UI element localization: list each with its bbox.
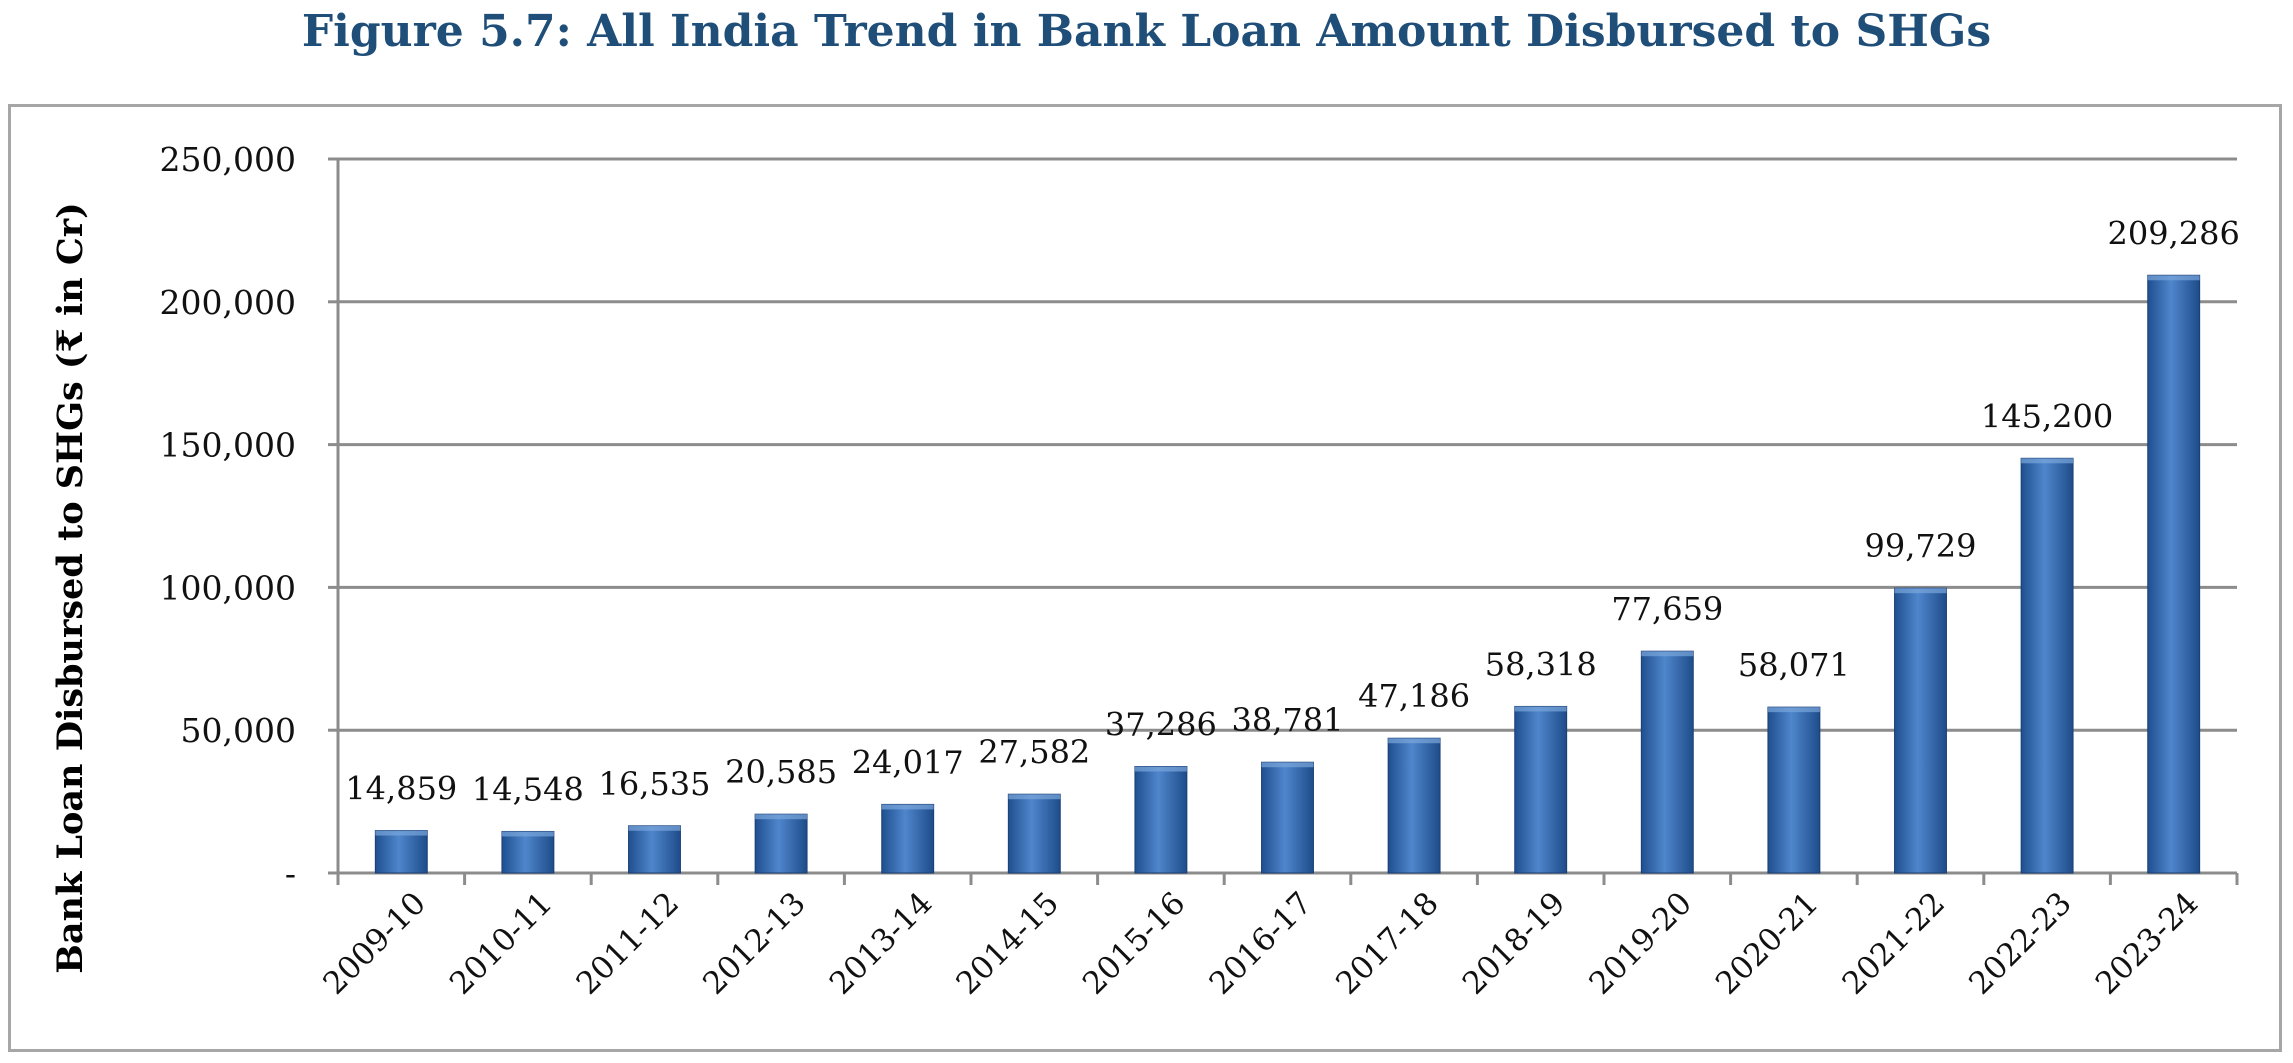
x-tick-label: 2022-23 <box>1962 885 2079 1002</box>
data-label: 58,071 <box>1738 646 1850 684</box>
bar <box>881 803 935 874</box>
y-tick-label: 100,000 <box>160 568 296 607</box>
data-label: 99,729 <box>1865 527 1977 565</box>
bar-highlight <box>1514 706 1567 712</box>
data-label: 24,017 <box>852 743 964 781</box>
x-tick-label: 2016-17 <box>1203 885 1320 1002</box>
x-tick-label: 2012-13 <box>696 885 813 1002</box>
data-label: 145,200 <box>1981 397 2113 435</box>
data-label: 37,286 <box>1105 706 1217 744</box>
data-label: 27,582 <box>978 733 1090 771</box>
bar-highlight <box>628 825 681 831</box>
x-tick-label: 2018-19 <box>1456 885 1573 1002</box>
bar-highlight <box>1894 588 1947 594</box>
bar-highlight <box>1134 766 1187 772</box>
data-label: 77,659 <box>1611 590 1723 628</box>
bar <box>1387 737 1441 874</box>
x-tick-label: 2019-20 <box>1582 885 1699 1002</box>
data-labels: 14,859 14,548 16,535 20,585 24,017 27,582 37,2… <box>345 214 2240 808</box>
data-label: 16,535 <box>599 765 711 803</box>
x-tick-label: 2023-24 <box>2089 885 2206 1002</box>
bar-highlight <box>755 814 808 820</box>
y-tick-label: 150,000 <box>160 426 296 465</box>
y-tick-label: 250,000 <box>160 140 296 179</box>
x-tick-label: 2010-11 <box>443 885 560 1002</box>
bars <box>374 274 2201 874</box>
x-tick-label: 2014-15 <box>949 885 1066 1002</box>
y-tick-label: 200,000 <box>160 283 296 322</box>
x-tick-label: 2015-16 <box>1076 885 1193 1002</box>
bar-highlight <box>375 830 428 836</box>
x-tick-label: 2020-21 <box>1709 885 1826 1002</box>
bar-highlight <box>1641 651 1694 657</box>
chart-title: Figure 5.7: All India Trend in Bank Loan… <box>301 6 1992 57</box>
x-tick-label: 2013-14 <box>823 885 940 1002</box>
bar <box>2020 457 2074 874</box>
y-axis-ticks: - 50,000 100,000 150,000 200,000 250,000 <box>160 140 296 893</box>
bar-highlight <box>1008 794 1061 800</box>
data-label: 14,859 <box>345 770 457 808</box>
data-label: 47,186 <box>1358 677 1470 715</box>
bar <box>1767 706 1821 874</box>
bar <box>374 830 428 874</box>
bar-highlight <box>1767 707 1820 713</box>
bar <box>754 813 808 874</box>
data-label: 58,318 <box>1485 645 1597 683</box>
bar <box>1261 761 1314 874</box>
x-tick-label: 2009-10 <box>316 885 433 1002</box>
x-tick-label: 2011-12 <box>570 885 687 1002</box>
x-tick-label: 2021-22 <box>1836 885 1953 1002</box>
data-label: 14,548 <box>472 770 584 808</box>
bar-highlight <box>2021 458 2074 464</box>
bar-highlight <box>2147 275 2200 281</box>
bar <box>1134 766 1188 874</box>
x-tick-label: 2017-18 <box>1329 885 1446 1002</box>
data-label: 209,286 <box>2108 214 2240 252</box>
data-label: 38,781 <box>1232 701 1344 739</box>
bar <box>1640 650 1694 874</box>
bar <box>1007 793 1061 874</box>
bar <box>1514 705 1568 874</box>
chart-frame <box>8 104 2282 1052</box>
y-tick-label: - <box>285 854 296 893</box>
bar <box>2147 274 2201 874</box>
data-label: 20,585 <box>725 753 837 791</box>
bar-highlight <box>1388 738 1441 744</box>
bar <box>501 830 555 874</box>
bar-highlight <box>1261 762 1314 768</box>
y-tick-label: 50,000 <box>181 711 296 750</box>
bar-highlight <box>881 804 934 810</box>
bar <box>1894 587 1947 874</box>
bar <box>628 825 681 874</box>
y-axis-label: Bank Loan Disbursed to SHGs (₹ in Cr) <box>50 202 91 973</box>
x-axis-ticks: 2009-10 2010-11 2011-12 2012-13 2013-14 2014-… <box>316 885 2205 1002</box>
bar-highlight <box>501 831 554 837</box>
